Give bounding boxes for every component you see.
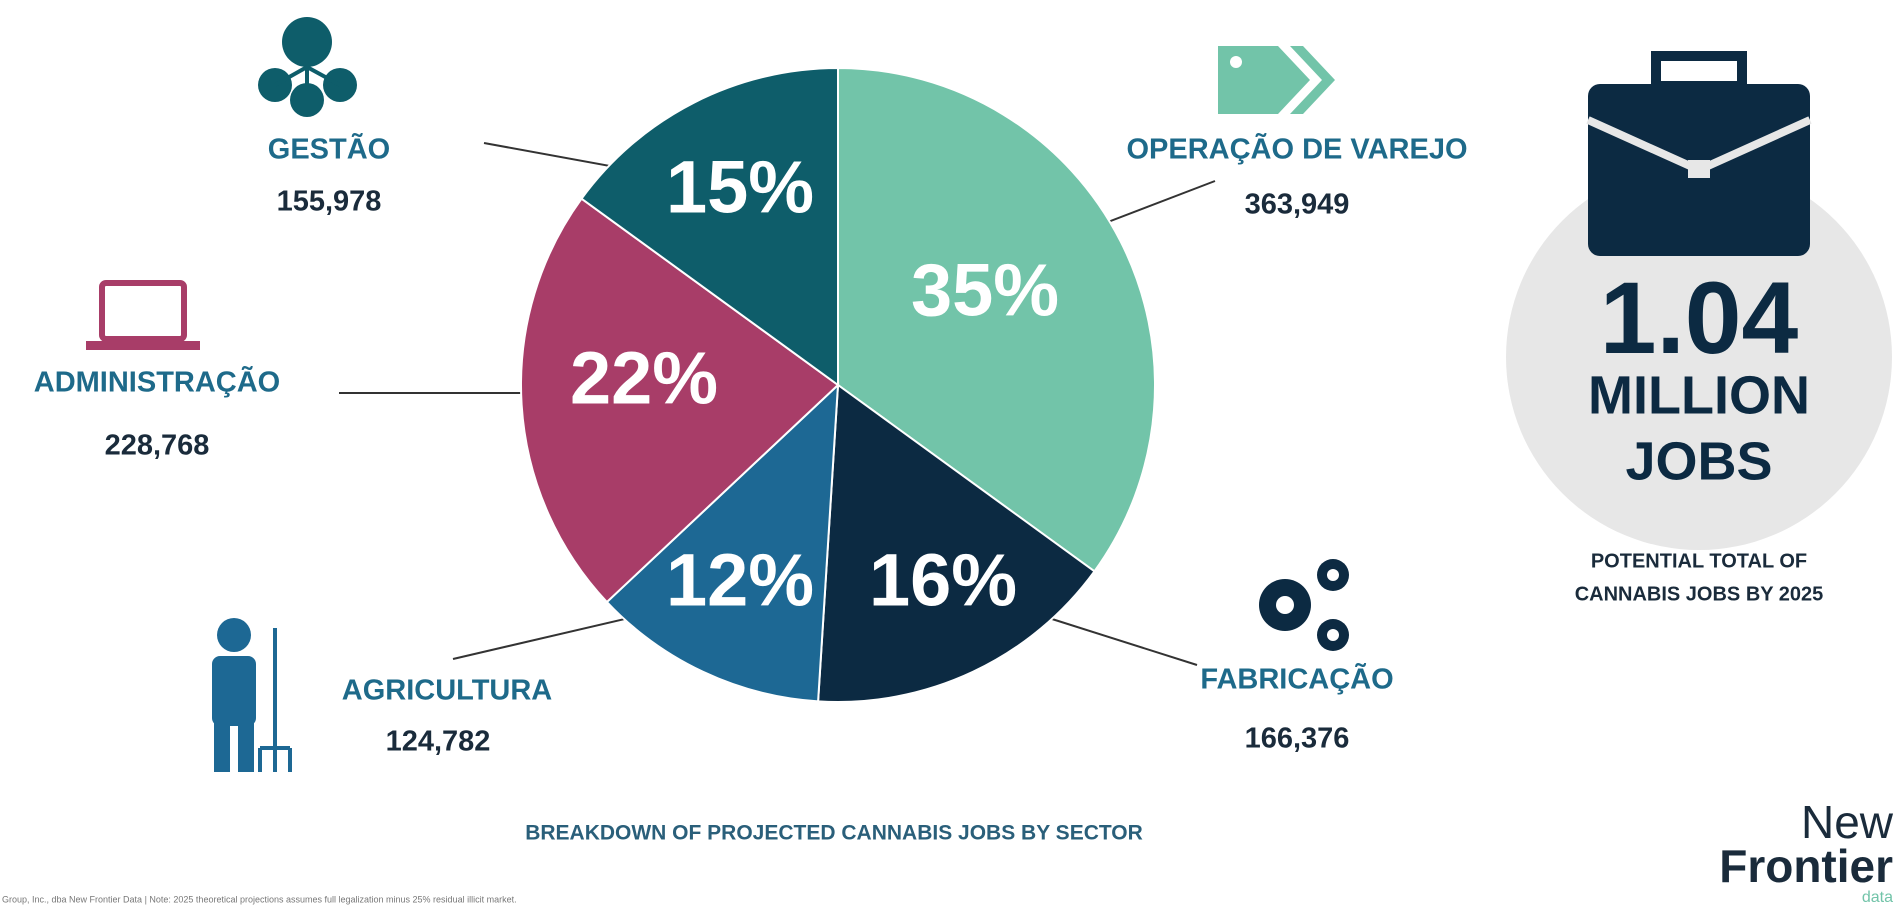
caption: BREAKDOWN OF PROJECTED CANNABIS JOBS BY … [525, 822, 1143, 845]
total-unit: MILLION [1588, 365, 1810, 425]
count-label: 155,978 [277, 186, 382, 218]
percent-label: 15% [666, 146, 814, 229]
total-note: CANNABIS JOBS BY 2025 [1575, 583, 1824, 605]
logo-text: Frontier [1719, 840, 1893, 892]
footnote: Group, Inc., dba New Frontier Data | Not… [2, 894, 517, 904]
percent-label: 16% [869, 539, 1017, 622]
count-label: 228,768 [105, 430, 210, 462]
pie-slice [817, 383, 1096, 703]
gears-icon [1259, 559, 1349, 651]
farmer-icon [212, 618, 292, 772]
pie-slice [520, 197, 840, 604]
pie-slice [580, 66, 839, 387]
management-icon [258, 17, 357, 117]
total-note: POTENTIAL TOTAL OF [1591, 550, 1807, 572]
percent-label: 12% [666, 539, 814, 622]
total-circle [1506, 164, 1892, 550]
leader-line [1051, 618, 1198, 666]
category-label: GESTÃO [268, 132, 390, 166]
category-label: FABRICAÇÃO [1200, 662, 1393, 696]
count-label: 363,949 [1245, 189, 1350, 221]
count-label: 166,376 [1245, 723, 1350, 755]
percent-label: 22% [570, 337, 718, 420]
laptop-icon [86, 280, 200, 350]
total-number: 1.04 [1600, 261, 1799, 375]
count-label: 124,782 [386, 726, 491, 758]
pie: 35% 16% 12% 22% 15% [520, 66, 1156, 703]
category-label: OPERAÇÃO DE VAREJO [1126, 132, 1467, 166]
category-label: ADMINISTRAÇÃO [34, 365, 281, 399]
logo-text: data [1862, 889, 1893, 906]
tag-icon [1218, 46, 1335, 114]
pie-slice [837, 66, 1156, 573]
pie-slice [605, 382, 840, 703]
logo-text: New [1801, 796, 1894, 848]
briefcase-icon [1586, 51, 1812, 256]
category-label: AGRICULTURA [342, 675, 553, 707]
percent-label: 35% [911, 249, 1059, 332]
total-word: JOBS [1625, 431, 1772, 491]
